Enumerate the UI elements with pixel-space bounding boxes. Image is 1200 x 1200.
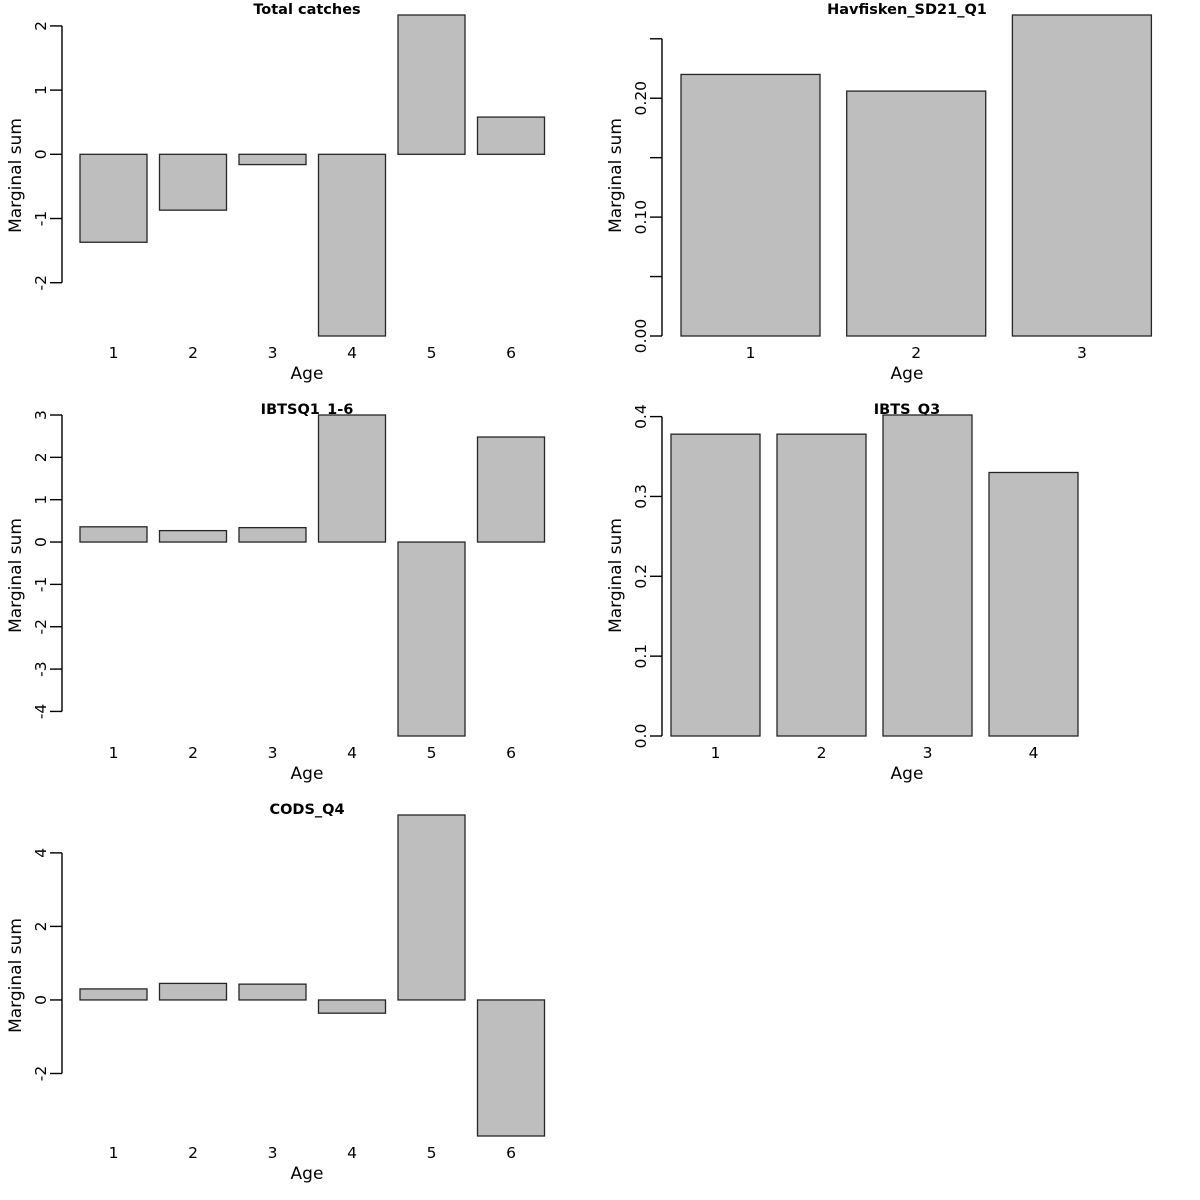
bar-age-6 — [476, 436, 546, 543]
bar-age-3 — [238, 983, 307, 1001]
bar-age-6 — [476, 999, 546, 1137]
y-tick-label: -1 — [32, 577, 50, 592]
x-tick-label: 3 — [268, 344, 278, 362]
bar-age-2 — [158, 153, 228, 211]
y-tick-label: 3 — [32, 410, 50, 420]
chart-title: Total catches — [253, 2, 360, 18]
y-tick-label: 0.0 — [632, 724, 650, 749]
x-tick-label: 3 — [268, 1144, 278, 1162]
bar-age-5 — [397, 814, 466, 1001]
x-axis-label: Age — [291, 764, 324, 784]
y-tick-label: 2 — [32, 921, 50, 931]
bar-age-4 — [317, 414, 387, 543]
y-tick-label: 0 — [32, 537, 50, 547]
chart-title: CODS_Q4 — [269, 802, 344, 818]
bar-age-5 — [397, 541, 466, 737]
bar-age-2 — [776, 433, 867, 737]
chart-title: IBTS_Q3 — [874, 402, 940, 418]
x-tick-label: 6 — [506, 344, 516, 362]
chart-panel-total-catches: Total catches -2 -1 0 1 2 Marginal sum 1 2 3 4 5 6 Ag… — [6, 2, 546, 384]
y-axis-label: Marginal sum — [6, 918, 26, 1033]
bar-age-6 — [476, 116, 546, 155]
bar-age-3 — [238, 153, 307, 166]
x-tick-label: 4 — [347, 344, 357, 362]
bar-age-4 — [317, 153, 387, 337]
x-tick-label: 5 — [427, 744, 437, 762]
x-tick-label: 2 — [188, 1144, 198, 1162]
y-tick-label: 1 — [32, 85, 50, 95]
y-tick-label: -2 — [32, 1066, 50, 1081]
chart-panel-cods-q4: CODS_Q4 -2 0 2 4 Marginal sum 1 2 3 4 5 6 Age — [6, 802, 546, 1184]
y-tick-label: 2 — [32, 452, 50, 462]
y-tick-label: -2 — [32, 275, 50, 290]
x-tick-label: 3 — [923, 744, 933, 762]
x-tick-label: 2 — [188, 344, 198, 362]
bar-age-1 — [670, 433, 761, 737]
x-tick-label: 2 — [817, 744, 827, 762]
x-tick-label: 3 — [1077, 344, 1087, 362]
y-axis-label: Marginal sum — [606, 518, 626, 633]
y-tick-label: 0.3 — [632, 484, 650, 509]
x-axis-label: Age — [291, 364, 324, 384]
y-tick-label: 0.10 — [632, 200, 650, 235]
y-tick-label: 0 — [32, 995, 50, 1005]
y-tick-label: -2 — [32, 619, 50, 634]
chart-panel-havfisken-sd21-q1: Havfisken_SD21_Q1 0.00 0.10 0.20 Marginal su… — [606, 2, 1153, 384]
y-tick-label: 4 — [32, 848, 50, 858]
bar-age-2 — [158, 982, 228, 1001]
bar-age-3 — [238, 526, 307, 543]
bar-age-1 — [79, 988, 148, 1001]
x-tick-label: 5 — [427, 1144, 437, 1162]
x-tick-label: 6 — [506, 744, 516, 762]
bar-age-1 — [79, 526, 148, 543]
x-tick-label: 2 — [188, 744, 198, 762]
bar-age-1 — [680, 73, 821, 337]
x-axis-label: Age — [891, 364, 924, 384]
bar-age-1 — [79, 153, 148, 243]
x-tick-label: 3 — [268, 744, 278, 762]
x-tick-label: 6 — [506, 1144, 516, 1162]
y-tick-label: 0.1 — [632, 644, 650, 669]
x-tick-label: 4 — [347, 1144, 357, 1162]
x-axis-label: Age — [291, 1164, 324, 1184]
y-tick-label: 0.2 — [632, 564, 650, 589]
x-tick-label: 1 — [109, 344, 119, 362]
x-tick-label: 4 — [347, 744, 357, 762]
y-axis-label: Marginal sum — [606, 118, 626, 233]
bar-age-3 — [882, 414, 973, 737]
x-tick-label: 1 — [711, 744, 721, 762]
x-tick-label: 1 — [109, 1144, 119, 1162]
y-tick-label: 2 — [32, 21, 50, 31]
chart-panel-ibtsq1-1-6: IBTSQ1_1-6 -4 -3 -2 -1 0 1 2 3 Marginal sum 1 2 3 4 5 6… — [6, 402, 546, 784]
x-tick-label: 2 — [911, 344, 921, 362]
bar-age-2 — [158, 529, 228, 543]
bar-age-4 — [988, 471, 1079, 737]
bar-age-2 — [846, 90, 987, 337]
bar-age-5 — [397, 14, 466, 155]
y-tick-label: 0 — [32, 149, 50, 159]
chart-title: Havfisken_SD21_Q1 — [827, 2, 987, 18]
chart-panel-ibts-q3: IBTS_Q3 0.0 0.1 0.2 0.3 0.4 Marginal sum 1 2 3 4 Ag… — [606, 402, 1079, 784]
chart-title: IBTSQ1_1-6 — [261, 402, 354, 418]
x-tick-label: 4 — [1029, 744, 1039, 762]
bar-age-4 — [317, 999, 387, 1014]
y-tick-label: 0.4 — [632, 404, 650, 429]
x-tick-label: 1 — [109, 744, 119, 762]
y-tick-label: 0.20 — [632, 81, 650, 116]
y-tick-label: -4 — [32, 704, 50, 719]
bar-age-3 — [1011, 14, 1153, 337]
y-tick-label: -1 — [32, 211, 50, 226]
y-axis-label: Marginal sum — [6, 518, 26, 633]
y-axis-label: Marginal sum — [6, 118, 26, 233]
x-tick-label: 5 — [427, 344, 437, 362]
y-tick-label: -3 — [32, 661, 50, 676]
y-tick-label: 1 — [32, 495, 50, 505]
x-axis-label: Age — [891, 764, 924, 784]
x-tick-label: 1 — [746, 344, 756, 362]
y-tick-label: 0.00 — [632, 319, 650, 354]
